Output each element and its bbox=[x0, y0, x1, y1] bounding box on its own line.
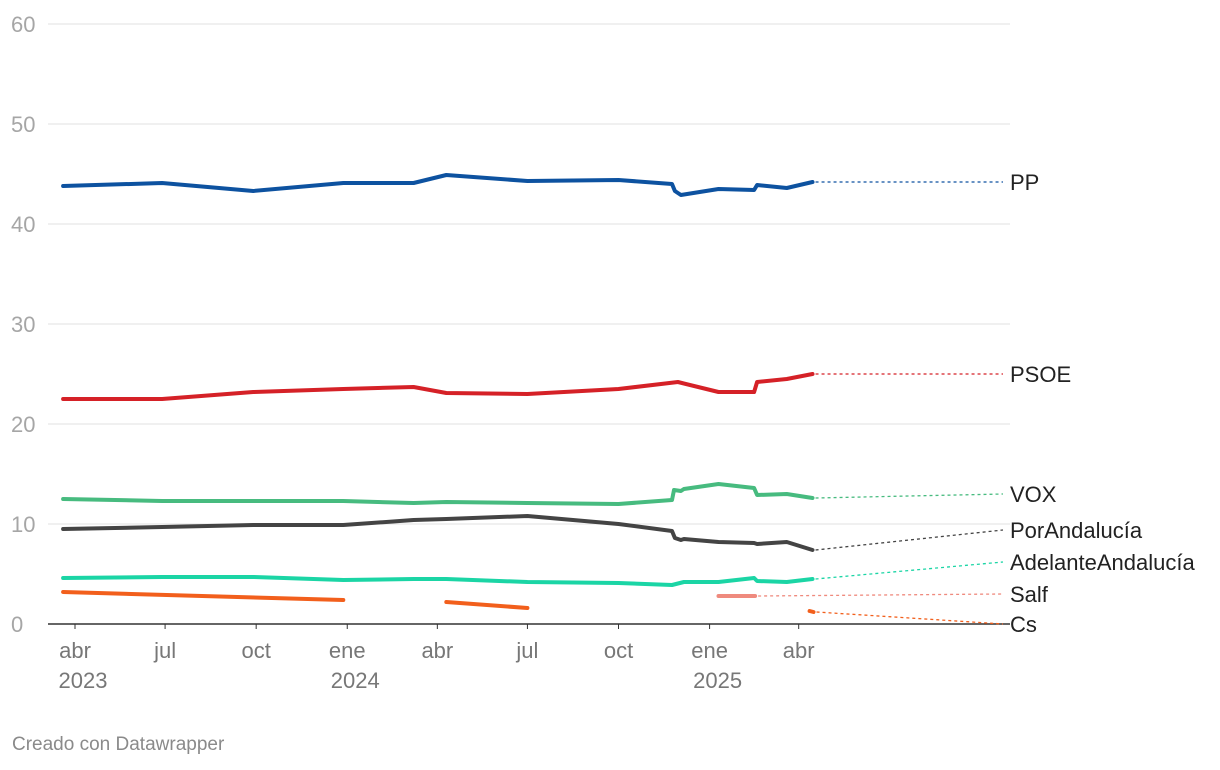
y-tick-label: 30 bbox=[11, 312, 35, 337]
x-tick-label: oct bbox=[241, 638, 270, 663]
x-tick-label: abr bbox=[421, 638, 453, 663]
x-tick-year: 2023 bbox=[59, 668, 108, 693]
series-label-pp: PP bbox=[1010, 170, 1039, 195]
series-line-vox bbox=[61, 482, 815, 506]
series-line-pp bbox=[61, 173, 815, 197]
series-line-cs bbox=[807, 609, 816, 614]
x-tick-label: oct bbox=[604, 638, 633, 663]
x-tick-label: jul bbox=[515, 638, 538, 663]
leader-line-porandalucía bbox=[815, 529, 1004, 551]
series-label-psoe: PSOE bbox=[1010, 362, 1071, 387]
y-tick-label: 20 bbox=[11, 412, 35, 437]
leader-line-adelanteandalucía bbox=[815, 561, 1004, 580]
series-label-vox: VOX bbox=[1010, 482, 1057, 507]
x-tick-label: ene bbox=[691, 638, 728, 663]
series-line-cs bbox=[61, 590, 346, 602]
x-tick-label: jul bbox=[153, 638, 176, 663]
x-tick-label: abr bbox=[59, 638, 91, 663]
leader-line-vox bbox=[815, 493, 1004, 499]
series-line-cs bbox=[444, 600, 530, 610]
y-tick-label: 0 bbox=[11, 612, 23, 637]
series-line-porandalucía bbox=[61, 514, 815, 552]
line-chart: 0 10 20 30 40 50 60 abr 2023 jul oct ene 2024 abr jul o… bbox=[11, 12, 1195, 693]
series-label-cs: Cs bbox=[1010, 612, 1037, 637]
y-tick-label: 60 bbox=[11, 12, 35, 37]
x-tick-label: ene bbox=[329, 638, 366, 663]
leader-line-cs bbox=[816, 611, 1004, 625]
x-tick-label: abr bbox=[783, 638, 815, 663]
y-tick-label: 40 bbox=[11, 212, 35, 237]
y-tick-label: 50 bbox=[11, 112, 35, 137]
series-line-psoe bbox=[61, 372, 815, 401]
series-label-salf: Salf bbox=[1010, 582, 1049, 607]
series-line-adelanteandalucía bbox=[61, 575, 815, 587]
series-label-adelanteandalucía: AdelanteAndalucía bbox=[1010, 550, 1195, 575]
y-tick-label: 10 bbox=[11, 512, 35, 537]
leader-line-salf bbox=[758, 593, 1004, 597]
series-label-porandalucía: PorAndalucía bbox=[1010, 518, 1143, 543]
credit-text: Creado con Datawrapper bbox=[12, 734, 225, 755]
x-tick-year: 2024 bbox=[331, 668, 380, 693]
x-tick-year: 2025 bbox=[693, 668, 742, 693]
